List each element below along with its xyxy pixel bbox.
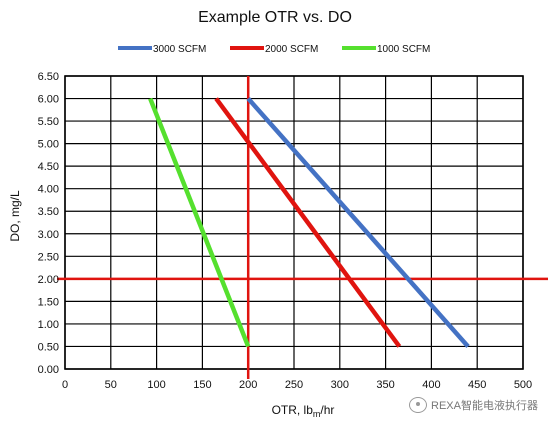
x-tick-label: 400 [422,379,440,391]
x-tick-label: 0 [62,379,68,391]
x-tick-label: 300 [331,379,349,391]
y-tick-label: 6.00 [38,94,59,106]
x-tick-label: 500 [514,379,532,391]
x-tick-label: 450 [468,379,486,391]
y-tick-label: 1.00 [38,319,59,331]
x-axis-title: OTR, lbm/hr [272,403,335,419]
legend-label-2: 2000 SCFM [265,44,318,55]
series-line-2 [214,97,402,348]
legend-label-3: 1000 SCFM [377,44,430,55]
y-tick-label: 5.00 [38,139,59,151]
x-tick-label: 200 [239,379,257,391]
x-tick-label: 50 [105,379,117,391]
y-tick-label: 6.50 [38,71,59,83]
legend-label-1: 3000 SCFM [153,44,206,55]
legend: 3000 SCFM 2000 SCFM 1000 SCFM [118,44,430,55]
y-tick-label: 4.00 [38,184,59,196]
y-tick-label: 2.00 [38,274,59,286]
y-tick-label: 3.50 [38,206,59,218]
reference-lines [57,76,548,379]
y-tick-label: 3.00 [38,229,59,241]
x-tick-label: 350 [376,379,394,391]
watermark-text: REXA智能电液执行器 [431,400,538,412]
y-axis-ticks: 0.00 0.50 1.00 1.50 2.00 2.50 3.00 3.50 4.00 4.50… [38,71,59,376]
y-tick-label: 0.50 [38,341,59,353]
x-tick-label: 150 [193,379,211,391]
x-axis-title-tail: /hr [320,403,334,417]
watermark: REXA智能电液执行器 [409,397,538,413]
x-axis-title-subscript: m [313,409,321,419]
grid [64,75,524,370]
x-axis-title-main: OTR, lb [272,403,314,417]
x-tick-label: 250 [285,379,303,391]
y-axis-title: DO, mg/L [8,190,22,242]
series-line-3 [148,97,251,348]
y-tick-label: 2.50 [38,251,59,263]
x-axis-ticks: 0 50 100 150 200 250 300 350 400 450 500 [62,379,532,391]
y-tick-label: 4.50 [38,161,59,173]
plot-frame [64,75,524,370]
y-tick-label: 1.50 [38,296,59,308]
y-tick-label: 5.50 [38,116,59,128]
wechat-icon [409,397,428,413]
x-tick-label: 100 [147,379,165,391]
chart-title: Example OTR vs. DO [198,9,352,26]
y-tick-label: 0.00 [38,364,59,376]
series-lines [148,97,470,348]
series-line-1 [246,97,470,348]
